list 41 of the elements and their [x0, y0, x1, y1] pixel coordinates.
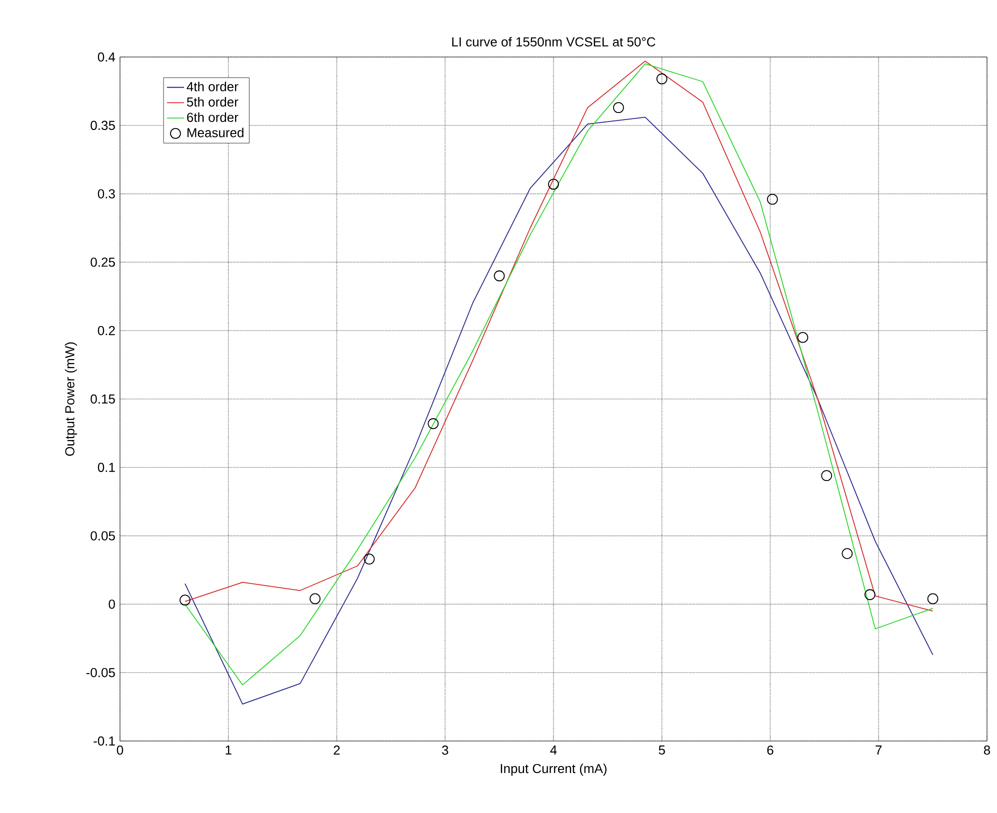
y-tick-label: 0.4: [98, 52, 116, 62]
chart-title: LI curve of 1550nm VCSEL at 50°C: [452, 36, 656, 46]
point: [842, 548, 853, 560]
y-tick-label: 0.05: [90, 531, 115, 540]
point: [613, 102, 624, 114]
legend-label: 5th order: [186, 97, 238, 107]
x-tick-label: 2: [334, 746, 340, 755]
y-tick-label: 0.35: [90, 120, 115, 130]
point: [766, 194, 778, 205]
legend-label: 6th order: [187, 112, 238, 122]
y-tick-label: 0.15: [90, 394, 115, 404]
point: [364, 554, 375, 565]
point: [180, 594, 190, 606]
legend-label: Measured: [188, 128, 244, 138]
x-axis-title: Input Current (mA): [500, 764, 606, 776]
x-tick-label: 8: [984, 746, 990, 755]
y-tick-label: 0.1: [98, 462, 115, 472]
point: [821, 470, 832, 482]
x-tick-label: 7: [876, 746, 882, 754]
x-tick-label: 4: [550, 746, 557, 754]
y-tick-label: 0: [108, 600, 115, 609]
legend-label: 4th order: [186, 82, 238, 92]
x-tick-label: 6: [767, 746, 774, 755]
y-tick-label: -0.1: [94, 736, 115, 746]
point: [548, 178, 559, 190]
x-tick-label: 5: [658, 746, 665, 755]
point: [927, 593, 938, 604]
x-tick-label: 0: [116, 746, 124, 755]
point: [428, 418, 439, 430]
point: [310, 593, 321, 604]
x-tick-label: 3: [442, 746, 448, 755]
y-tick-label: 0.2: [98, 326, 115, 336]
x-tick-label: 1: [226, 746, 232, 754]
point: [656, 73, 668, 84]
y-tick-label: 0.25: [90, 258, 115, 267]
point: [797, 332, 808, 343]
point: [864, 589, 876, 600]
y-tick-label: -0.05: [86, 668, 115, 678]
y-tick-label: 0.3: [98, 189, 115, 198]
point: [494, 270, 505, 282]
y-axis-title: Output Power (mW): [64, 342, 77, 456]
